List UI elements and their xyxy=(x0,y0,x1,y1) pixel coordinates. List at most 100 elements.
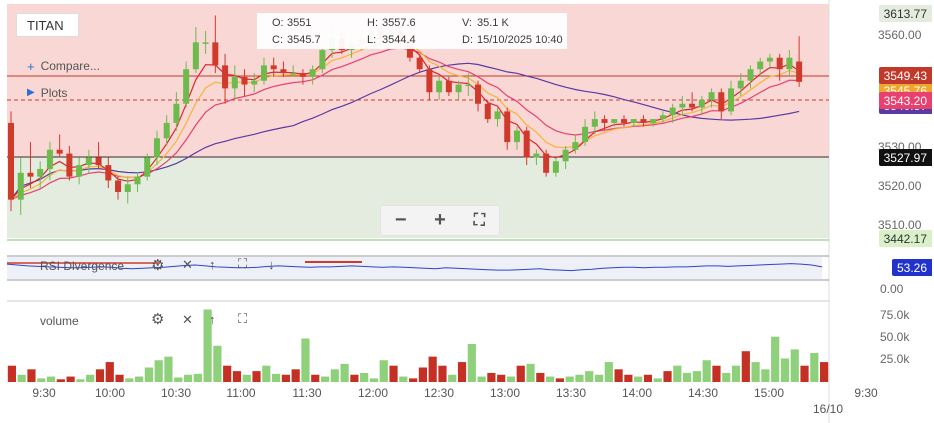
volume-bar xyxy=(653,378,662,382)
price-tick: 3520.00 xyxy=(878,179,922,193)
volume-bar xyxy=(614,369,623,382)
fullscreen-button[interactable]: ⛶ xyxy=(473,211,485,229)
volume-bar xyxy=(76,379,85,382)
volume-bar xyxy=(487,372,496,382)
candle-body xyxy=(231,76,238,89)
settings-gear-icon[interactable]: ⚙ xyxy=(151,257,165,274)
candle-body xyxy=(105,165,112,181)
candle-body xyxy=(708,92,715,100)
triangle-right-icon: ▶ xyxy=(27,87,35,98)
volume-bar xyxy=(780,358,790,382)
candle-body xyxy=(543,153,550,173)
compare-button[interactable]: + Compare... xyxy=(27,59,100,73)
high-label: H: xyxy=(367,17,378,29)
time-tick: 15:00 xyxy=(753,386,785,400)
candle-body xyxy=(523,130,530,158)
volume-bar xyxy=(340,363,349,382)
zoom-out-button[interactable]: − xyxy=(394,209,407,231)
candle-body xyxy=(689,103,696,108)
time-tick: 9:30 xyxy=(854,386,878,400)
volume-bar xyxy=(438,365,447,382)
volume-bar xyxy=(17,374,26,382)
candle-body xyxy=(251,80,258,85)
volume-arrow-up-icon[interactable]: ↑ xyxy=(209,312,216,327)
volume-bar xyxy=(242,374,251,382)
arrow-down-icon[interactable]: ↓ xyxy=(268,257,275,272)
volume-bar xyxy=(790,349,799,382)
volume-bar xyxy=(546,376,555,382)
volume-bar xyxy=(702,360,711,382)
volume-bar xyxy=(193,373,202,382)
rsi-line xyxy=(6,263,823,272)
candle-body xyxy=(601,119,608,123)
volume-expand-icon[interactable]: ⛶ xyxy=(238,311,248,326)
candle-body xyxy=(494,111,501,120)
candle-body xyxy=(591,119,598,127)
candle-body xyxy=(134,176,141,185)
volume-bar xyxy=(125,378,134,382)
volume-close-icon[interactable]: ✕ xyxy=(182,312,193,327)
volume-bar xyxy=(320,376,330,382)
volume-bar xyxy=(164,356,173,382)
candle-body xyxy=(290,73,297,75)
volume-bar xyxy=(457,362,467,382)
volume-bar xyxy=(379,360,388,382)
candle-body xyxy=(8,122,14,200)
candle-body xyxy=(796,61,803,82)
compare-label: Compare... xyxy=(40,59,100,73)
symbol-selector[interactable]: TITAN xyxy=(16,13,79,37)
volume-bar xyxy=(27,369,36,382)
candle-body xyxy=(144,157,151,177)
candle-body xyxy=(241,76,248,85)
candle-body xyxy=(513,130,520,143)
bottom-price-label: 3442.17 xyxy=(878,230,932,247)
volume-bar xyxy=(712,365,721,382)
candle-body xyxy=(309,69,316,77)
volume-bar xyxy=(565,376,574,382)
volume-bar xyxy=(731,365,741,382)
candle-body xyxy=(222,65,229,89)
candle-body xyxy=(698,99,705,108)
candle-body xyxy=(757,61,764,70)
candle-body xyxy=(406,42,413,58)
ema-price-label: 3543.20 xyxy=(878,92,932,109)
volume-bar xyxy=(448,374,457,382)
volume-bar xyxy=(154,360,163,382)
time-tick: 10:30 xyxy=(160,386,192,400)
candle-body xyxy=(659,115,666,120)
volume-bar xyxy=(536,372,545,382)
volume-bar xyxy=(144,367,153,382)
arrow-up-icon[interactable]: ↑ xyxy=(209,257,216,272)
volume-settings-gear-icon[interactable]: ⚙ xyxy=(151,311,165,328)
candle-body xyxy=(46,149,53,169)
time-tick: 13:30 xyxy=(555,386,587,400)
candle-body xyxy=(640,119,647,123)
volume-bar xyxy=(409,378,418,382)
time-tick: 14:30 xyxy=(687,386,719,400)
volume-label: V: xyxy=(462,17,472,29)
volume-bar xyxy=(506,376,516,382)
candle-body xyxy=(173,103,180,123)
plots-button[interactable]: ▶ Plots xyxy=(27,86,67,100)
expand-icon[interactable]: ⛶ xyxy=(238,256,248,271)
volume-bar xyxy=(203,309,212,382)
volume-bar xyxy=(555,378,564,382)
rsi-title: RSI Divergence xyxy=(40,259,125,273)
time-tick: 12:30 xyxy=(423,386,455,400)
candle-body xyxy=(56,149,63,154)
volume-bar xyxy=(741,351,750,382)
candle-body xyxy=(465,84,472,87)
sma-line xyxy=(10,62,800,200)
zoom-in-button[interactable]: + xyxy=(434,209,446,231)
volume-bar xyxy=(761,369,770,382)
candle-body xyxy=(562,149,569,162)
volume-bar xyxy=(771,336,780,382)
candle-body xyxy=(728,88,735,112)
volume-bar xyxy=(594,374,604,382)
candle-body xyxy=(426,69,433,93)
candle-body xyxy=(260,65,267,81)
close-icon[interactable]: ✕ xyxy=(182,257,193,272)
volume-bar xyxy=(350,374,359,382)
plus-icon: + xyxy=(27,58,35,74)
